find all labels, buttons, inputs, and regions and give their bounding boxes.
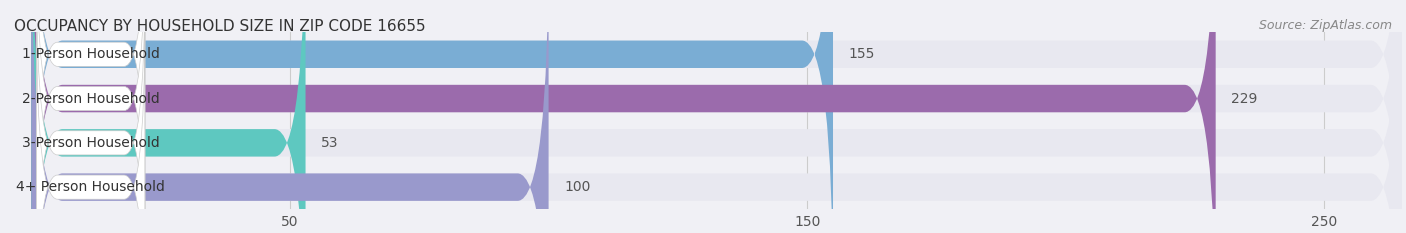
Text: 53: 53 — [321, 136, 339, 150]
Text: 100: 100 — [564, 180, 591, 194]
FancyBboxPatch shape — [31, 0, 1402, 233]
Text: 3-Person Household: 3-Person Household — [22, 136, 160, 150]
FancyBboxPatch shape — [31, 0, 832, 233]
Text: 4+ Person Household: 4+ Person Household — [17, 180, 165, 194]
FancyBboxPatch shape — [31, 0, 305, 233]
Text: 155: 155 — [848, 47, 875, 61]
Text: OCCUPANCY BY HOUSEHOLD SIZE IN ZIP CODE 16655: OCCUPANCY BY HOUSEHOLD SIZE IN ZIP CODE … — [14, 19, 426, 34]
Text: 229: 229 — [1232, 92, 1257, 106]
Text: 2-Person Household: 2-Person Household — [22, 92, 160, 106]
FancyBboxPatch shape — [31, 0, 548, 233]
FancyBboxPatch shape — [37, 0, 145, 233]
FancyBboxPatch shape — [31, 0, 1216, 233]
FancyBboxPatch shape — [31, 0, 1402, 233]
FancyBboxPatch shape — [37, 22, 145, 233]
FancyBboxPatch shape — [37, 0, 145, 219]
FancyBboxPatch shape — [31, 0, 1402, 233]
FancyBboxPatch shape — [37, 0, 145, 233]
Text: 1-Person Household: 1-Person Household — [22, 47, 160, 61]
Text: Source: ZipAtlas.com: Source: ZipAtlas.com — [1258, 19, 1392, 32]
FancyBboxPatch shape — [31, 0, 1402, 233]
